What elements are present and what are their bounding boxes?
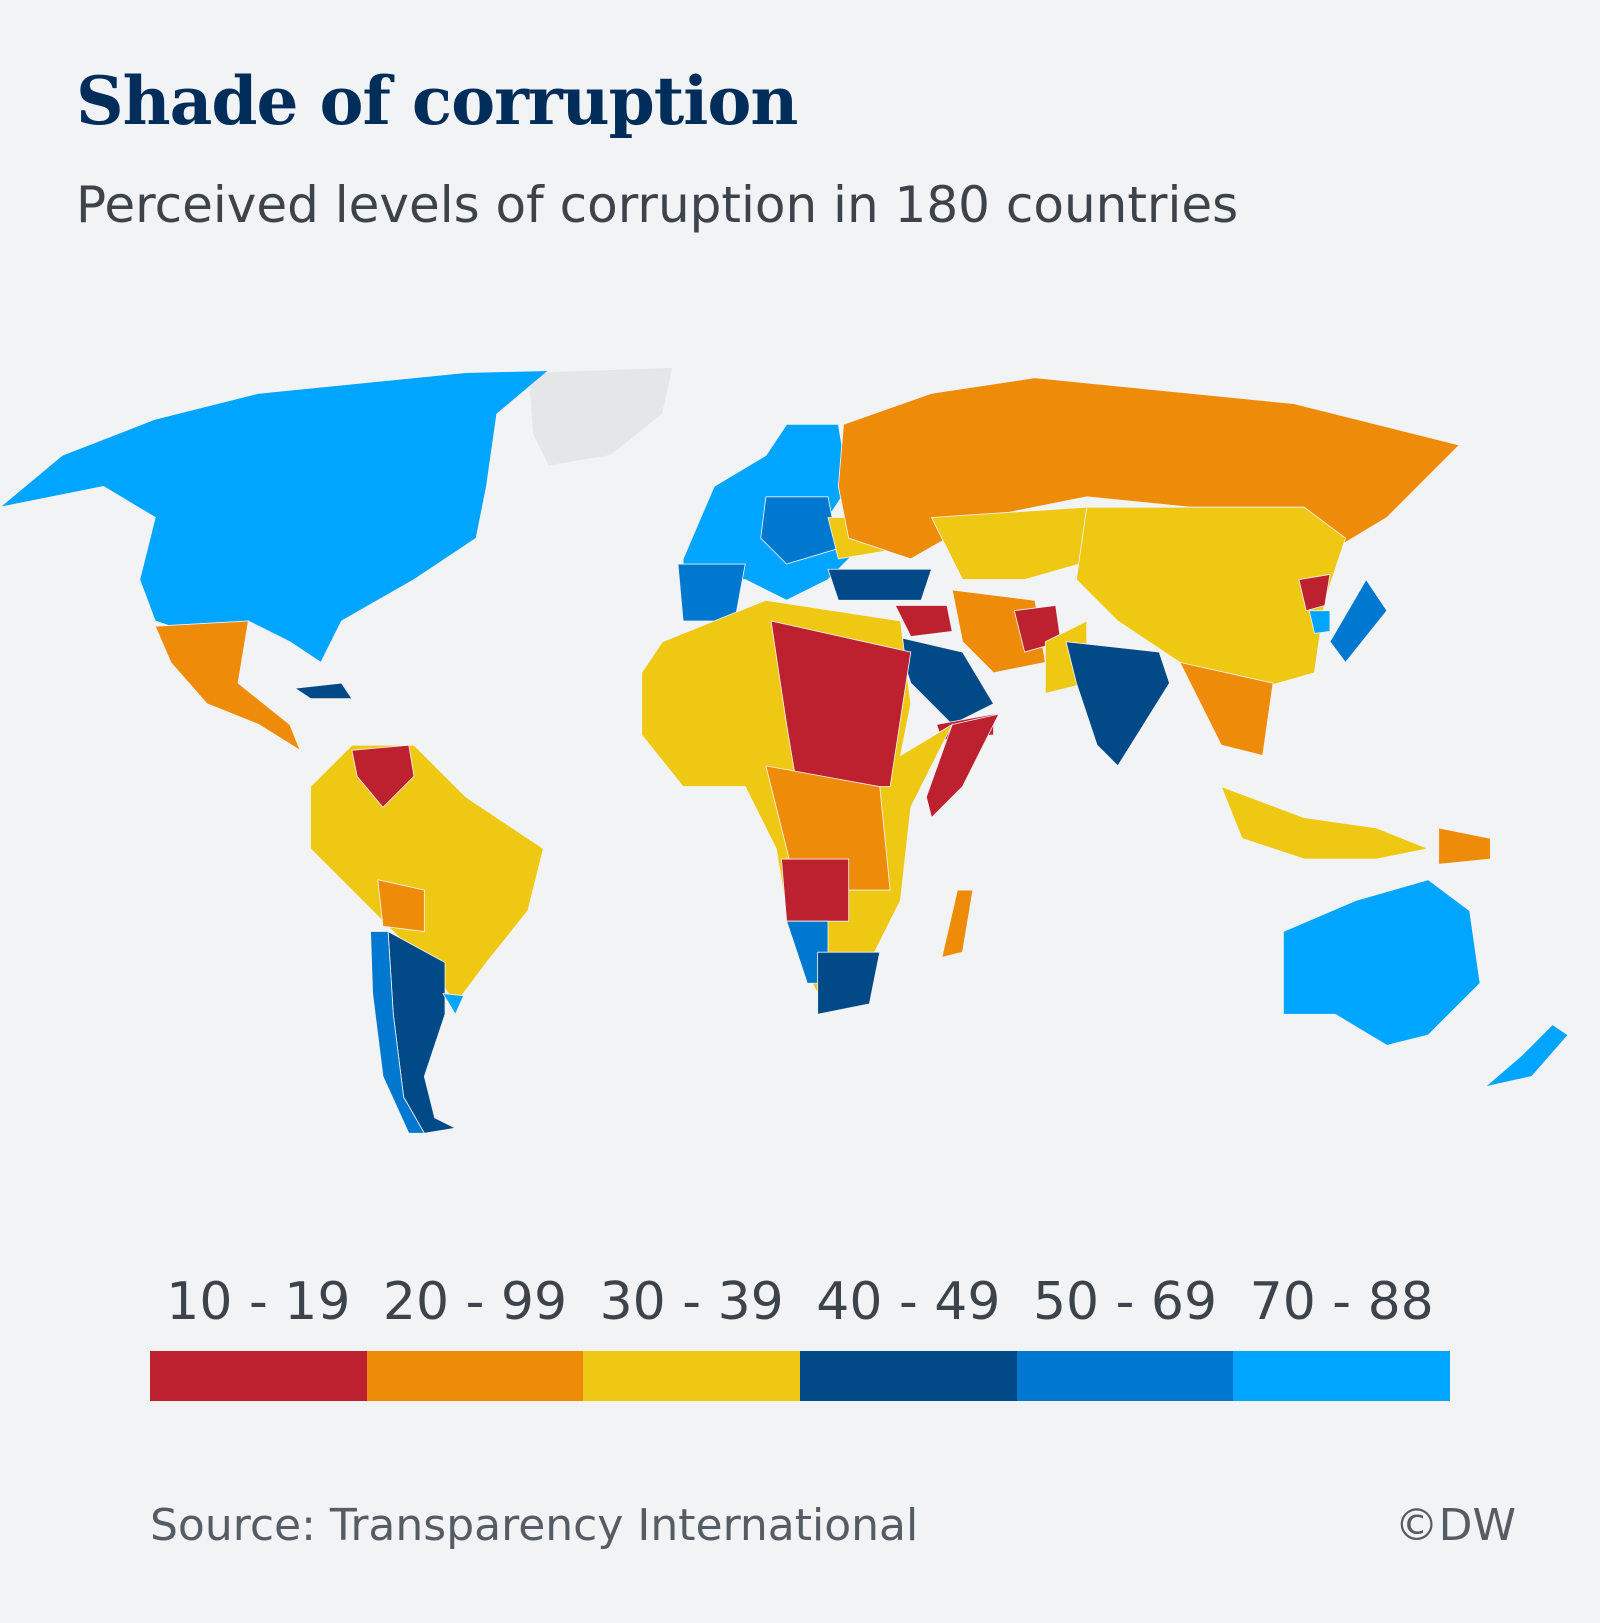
region-chile — [370, 931, 426, 1134]
legend-labels: 10 - 19 20 - 99 30 - 39 40 - 49 50 - 69 … — [150, 1272, 1450, 1332]
chart-title: Shade of corruption — [76, 62, 798, 140]
region-turkey — [827, 568, 933, 601]
legend-label: 70 - 88 — [1249, 1272, 1434, 1332]
region-japan — [1329, 578, 1388, 664]
region-china — [1075, 506, 1346, 694]
region-south-africa — [817, 951, 881, 1015]
region-uruguay — [442, 993, 465, 1016]
legend-label: 50 - 69 — [1032, 1272, 1218, 1332]
region-central-europe — [760, 496, 839, 565]
region-angola — [780, 858, 850, 922]
credit: ©DW — [1394, 1500, 1516, 1551]
chart-subtitle: Perceived levels of corruption in 180 co… — [76, 176, 1239, 234]
legend-swatch — [583, 1351, 801, 1401]
legend-swatch — [800, 1351, 1017, 1401]
region-south-korea — [1308, 610, 1331, 634]
legend-label: 20 - 99 — [382, 1272, 568, 1332]
region-papua-new-guinea — [1438, 827, 1491, 865]
region-north-korea — [1298, 573, 1331, 612]
legend-swatch — [1233, 1351, 1451, 1401]
source-note: Source: Transparency International — [150, 1500, 919, 1551]
legend-swatch — [150, 1351, 367, 1401]
region-cuba — [293, 682, 353, 700]
legend-swatch — [366, 1351, 584, 1401]
region-southeast-asia — [1179, 661, 1274, 757]
region-bolivia — [377, 879, 425, 932]
region-somalia — [925, 713, 1000, 819]
legend-label: 40 - 49 — [816, 1272, 1001, 1332]
region-central-asia — [930, 506, 1098, 581]
region-greenland — [527, 366, 674, 467]
region-indonesia — [1220, 785, 1430, 860]
legend-label: 30 - 39 — [599, 1272, 784, 1332]
region-north-america — [0, 370, 550, 664]
legend-swatch — [1016, 1351, 1234, 1401]
region-madagascar — [941, 889, 974, 958]
region-new-zealand — [1484, 1024, 1569, 1088]
region-australia — [1282, 879, 1481, 1046]
region-india — [1065, 641, 1171, 767]
legend-color-bar — [150, 1351, 1451, 1401]
region-mexico — [154, 620, 302, 752]
region-iraq-syria — [894, 605, 953, 637]
region-arabia — [894, 635, 995, 726]
region-south-america — [310, 744, 544, 1005]
legend-label: 10 - 19 — [166, 1272, 351, 1332]
region-venezuela — [351, 744, 415, 808]
